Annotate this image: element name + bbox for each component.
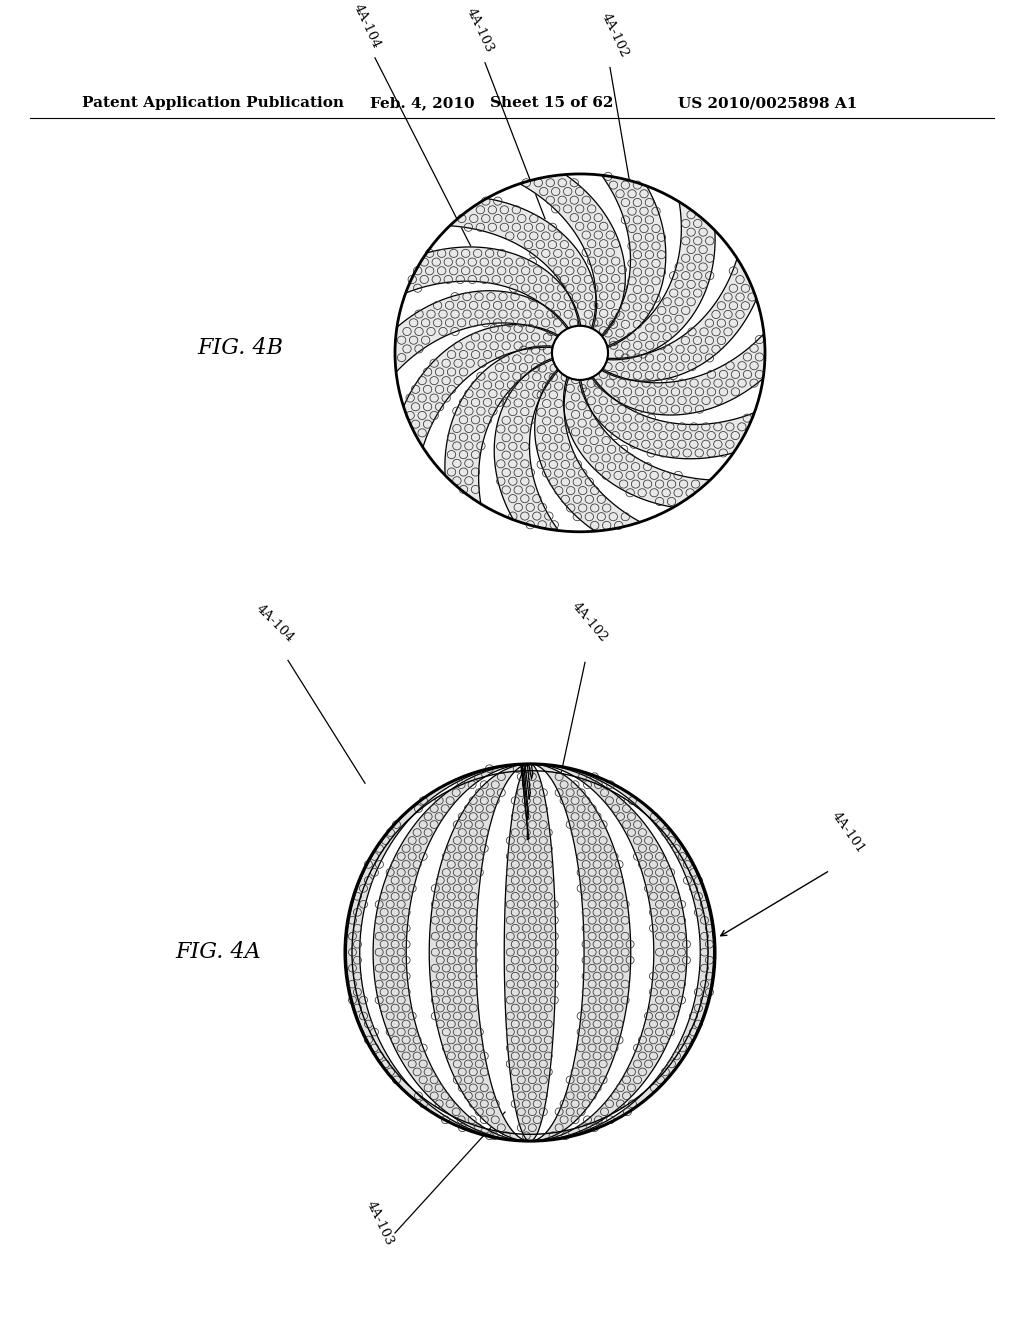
Text: FIG. 4A: FIG. 4A [175, 941, 261, 964]
Ellipse shape [345, 764, 715, 1140]
Polygon shape [601, 259, 757, 381]
Text: 4A-104: 4A-104 [254, 602, 297, 645]
Text: 4A-103: 4A-103 [464, 7, 496, 55]
Polygon shape [607, 202, 715, 360]
Text: Feb. 4, 2010: Feb. 4, 2010 [370, 96, 475, 111]
Circle shape [395, 174, 765, 532]
Text: US 2010/0025898 A1: US 2010/0025898 A1 [678, 96, 857, 111]
Polygon shape [444, 346, 553, 504]
Polygon shape [406, 247, 581, 329]
Polygon shape [580, 378, 755, 459]
Text: 4A-101: 4A-101 [829, 809, 867, 855]
Polygon shape [534, 764, 714, 1140]
Polygon shape [373, 764, 527, 1140]
Polygon shape [563, 378, 711, 507]
Polygon shape [532, 764, 687, 1140]
Polygon shape [520, 174, 626, 337]
Polygon shape [601, 176, 666, 347]
Polygon shape [403, 325, 558, 447]
Polygon shape [535, 370, 640, 531]
Text: Sheet 15 of 62: Sheet 15 of 62 [490, 96, 613, 111]
Polygon shape [531, 764, 631, 1140]
Polygon shape [346, 764, 526, 1140]
Circle shape [552, 326, 608, 380]
Polygon shape [592, 334, 765, 414]
Polygon shape [504, 764, 556, 1140]
Polygon shape [495, 358, 558, 531]
Polygon shape [429, 764, 529, 1140]
Text: FIG. 4B: FIG. 4B [197, 337, 283, 359]
Text: Patent Application Publication: Patent Application Publication [82, 96, 344, 111]
Text: 4A-102: 4A-102 [599, 11, 631, 59]
Polygon shape [450, 198, 596, 329]
Polygon shape [395, 290, 568, 372]
Text: 4A-104: 4A-104 [351, 1, 383, 50]
Text: 4A-102: 4A-102 [569, 601, 610, 645]
Text: 4A-103: 4A-103 [364, 1199, 396, 1247]
